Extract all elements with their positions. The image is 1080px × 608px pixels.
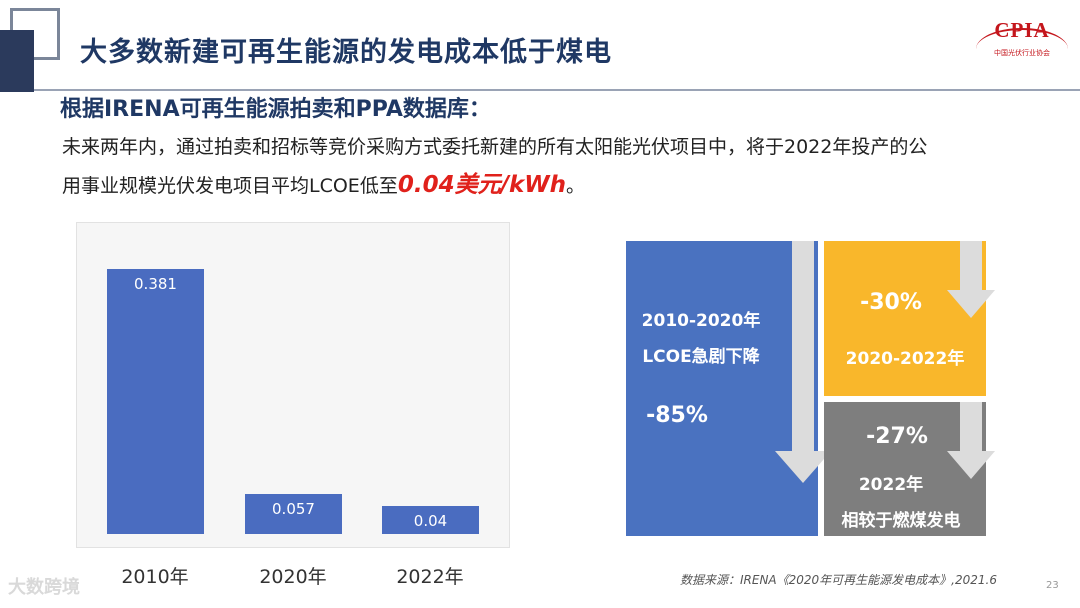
gray-box-desc: 相较于燃煤发电 [841,511,961,531]
slide-title: 大多数新建可再生能源的发电成本低于煤电 [80,37,612,68]
yellow-arrow-head-icon [947,290,995,318]
bar-1 [245,494,342,534]
bar-value-label-0: 0.381 [134,275,177,293]
bar-2 [382,506,479,534]
logo-sun-arc [976,28,1068,70]
slide-subtitle: 根据IRENA可再生能源拍卖和PPA数据库： [60,97,491,122]
logo-text: CPIA [994,18,1050,42]
lcoe-bar-chart: 0.381 0.057 0.04 [76,222,510,548]
yellow-box-percent: -30% [860,290,922,315]
logo-subtext: 中国光伏行业协会 [994,49,1050,57]
decor-square-fill [0,30,34,92]
yellow-arrow-shaft [960,241,982,291]
body-paragraph: 未来两年内，通过拍卖和招标等竞价采购方式委托新建的所有太阳能光伏项目中，将于20… [62,128,1052,205]
category-label-0: 2010年 [121,566,189,588]
body-suffix: 。 [566,175,586,197]
page-number: 23 [1046,580,1059,591]
category-label-1: 2020年 [259,566,327,588]
decline-2010-2020-box [626,241,818,536]
gray-box-percent: -27% [866,424,928,449]
title-divider [34,89,1080,91]
body-line-1: 未来两年内，通过拍卖和招标等竞价采购方式委托新建的所有太阳能光伏项目中，将于20… [62,136,928,158]
watermark: 大数跨境 [8,577,80,598]
bar-value-label-2: 0.04 [413,512,448,530]
yellow-box-period: 2020-2022年 [845,349,965,369]
gray-arrow-head-icon [947,451,995,479]
blue-box-period: 2010-2020年 [641,311,761,331]
bar-0 [107,269,204,534]
bar-value-label-1: 0.057 [272,500,315,518]
blue-arrow-head-icon [775,451,831,483]
gray-box-year: 2022年 [858,475,924,495]
blue-box-percent: -85% [646,403,708,428]
blue-box-desc: LCOE急剧下降 [642,347,760,367]
data-source-note: 数据来源：IRENA《2020年可再生能源发电成本》,2021.6 [680,573,997,587]
blue-arrow-shaft [792,241,814,451]
decline-2020-2022-box [824,241,986,396]
cpia-logo: CPIA 中国光伏行业协会 [968,10,1076,60]
category-label-2: 2022年 [396,566,464,588]
lcoe-highlight: 0.04美元/kWh [397,172,567,198]
body-line-2: 用事业规模光伏发电项目平均LCOE低至 [62,175,398,197]
gray-arrow-shaft [960,402,982,452]
